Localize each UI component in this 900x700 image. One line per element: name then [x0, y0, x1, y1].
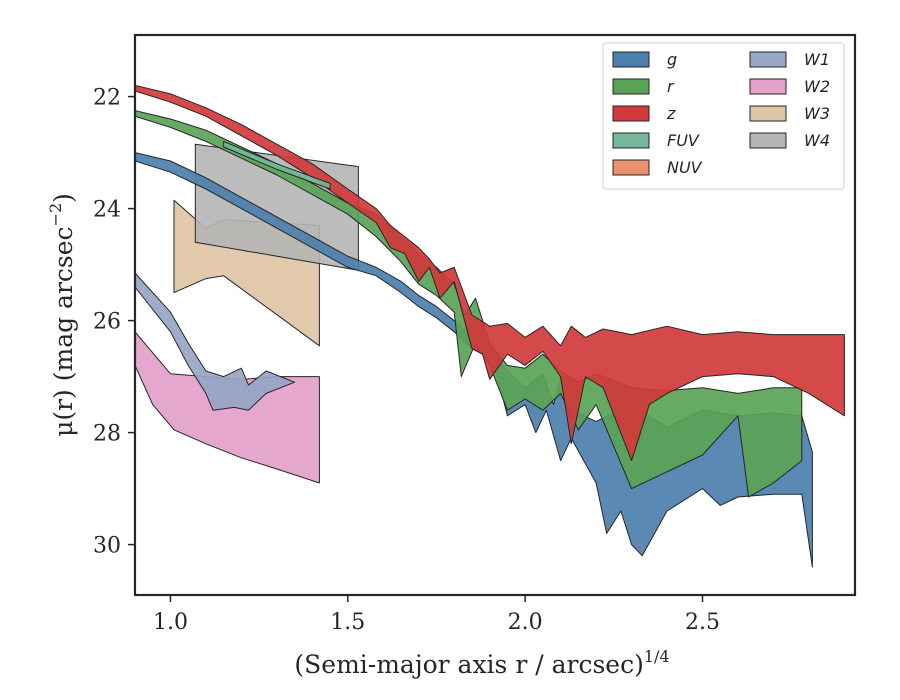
legend-label-w4: W4 — [804, 131, 830, 150]
legend-label-r: r — [667, 77, 675, 96]
legend-swatch-w3 — [749, 105, 787, 122]
band-w1 — [135, 272, 296, 411]
y-tick-label: 28 — [93, 422, 121, 447]
y-tick-label: 24 — [93, 198, 121, 223]
x-tick-label: 1.0 — [153, 610, 188, 635]
x-tick-label: 2.5 — [685, 610, 720, 635]
y-tick-label: 22 — [93, 86, 121, 111]
legend-swatch-fuv — [612, 132, 650, 149]
x-tick-label: 2.0 — [508, 610, 543, 635]
x-axis-label: (Semi-major axis r / arcsec)1/4 — [294, 647, 669, 679]
legend-swatch-r — [612, 78, 650, 95]
legend-swatch-w4 — [749, 132, 787, 149]
legend-swatch-w1 — [749, 51, 787, 68]
legend-label-w1: W1 — [804, 50, 830, 69]
x-axis-label-exponent: 1/4 — [644, 647, 670, 666]
x-tick-label: 1.5 — [330, 610, 365, 635]
legend-swatch-z — [612, 105, 650, 122]
legend-label-w2: W2 — [804, 77, 830, 96]
plot-frame — [133, 33, 857, 597]
legend-label-w3: W3 — [804, 104, 830, 123]
band-z — [135, 84, 845, 462]
y-tick-label: 30 — [93, 534, 121, 559]
legend: grz FUV NUV W1 W2 W3 W4 — [602, 42, 845, 190]
y-axis-label: μ(r) (mag arcsec−2) — [46, 193, 78, 437]
y-axis-label-exponent: −2 — [46, 203, 65, 227]
legend-swatch-w2 — [749, 78, 787, 95]
legend-label-nuv: NUV — [667, 158, 703, 177]
y-axis: 22 24 26 28 30 — [93, 86, 135, 559]
legend-label-g: g — [667, 50, 677, 69]
x-axis: 1.0 1.5 2.0 2.5 — [153, 595, 720, 635]
y-tick-label: 26 — [93, 310, 121, 335]
series-layer — [135, 84, 845, 568]
legend-label-z: z — [666, 104, 676, 123]
legend-swatch-g — [612, 51, 650, 68]
band-fuv — [223, 140, 331, 190]
legend-label-fuv: FUV — [667, 131, 700, 150]
legend-swatch-nuv — [612, 159, 650, 176]
